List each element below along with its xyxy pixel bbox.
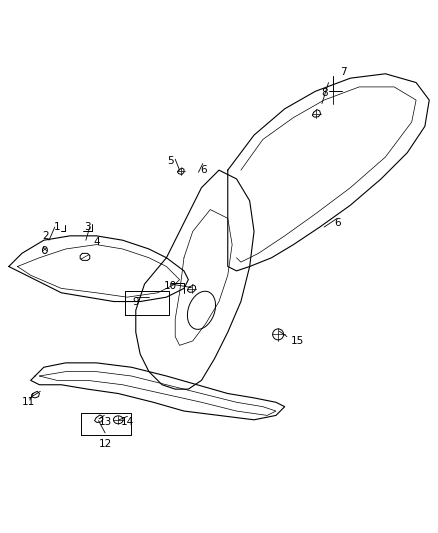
- Text: 9: 9: [132, 296, 139, 306]
- Text: 3: 3: [84, 222, 91, 232]
- Text: 15: 15: [291, 336, 304, 346]
- Text: 1: 1: [53, 222, 60, 232]
- Text: 8: 8: [321, 88, 328, 99]
- Text: 4: 4: [93, 237, 100, 247]
- Text: 5: 5: [167, 156, 174, 166]
- Text: 2: 2: [42, 231, 49, 241]
- Text: 6: 6: [200, 165, 207, 175]
- Text: 7: 7: [340, 67, 347, 77]
- Text: 12: 12: [99, 439, 112, 449]
- Text: 11: 11: [22, 397, 35, 407]
- Text: 10: 10: [164, 281, 177, 291]
- Text: 13: 13: [99, 417, 112, 427]
- Text: 14: 14: [120, 417, 134, 427]
- Text: 6: 6: [334, 217, 341, 228]
